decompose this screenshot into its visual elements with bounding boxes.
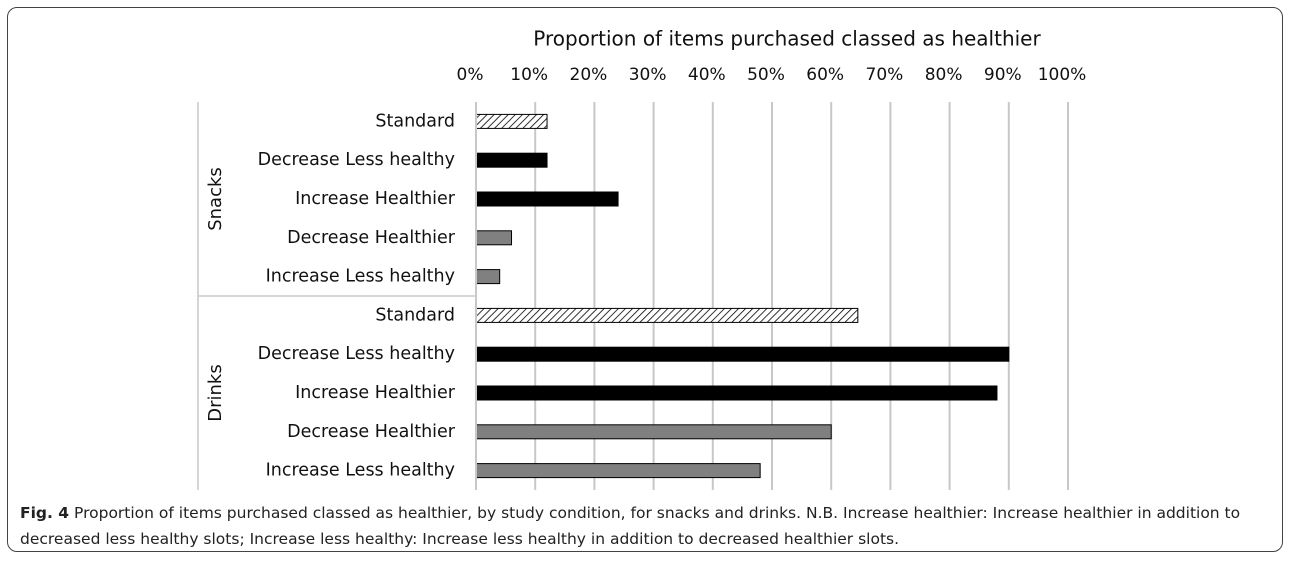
category-label: Increase Healthier (295, 383, 456, 403)
caption-label: Fig. 4 (20, 504, 70, 522)
x-tick-label: 40% (688, 65, 726, 85)
bar (475, 191, 619, 207)
x-tick-label: 90% (984, 65, 1022, 85)
x-tick-label: 60% (806, 65, 844, 85)
category-label: Decrease Healthier (287, 228, 456, 248)
chart: Proportion of items purchased classed as… (197, 27, 1087, 490)
caption: Fig. 4 Proportion of items purchased cla… (20, 500, 1260, 552)
category-label: Decrease Less healthy (258, 344, 455, 364)
axis-title: Proportion of items purchased classed as… (533, 27, 1041, 51)
x-tick-label: 100% (1038, 65, 1087, 85)
group-label: Snacks (205, 167, 226, 231)
category-label: Increase Less healthy (266, 461, 455, 481)
x-tick-label: 20% (570, 65, 608, 85)
bar (475, 463, 761, 479)
category-label: Decrease Less healthy (258, 150, 455, 170)
x-tick-label: 10% (510, 65, 548, 85)
bar (475, 307, 859, 323)
x-tick-label: 70% (866, 65, 904, 85)
category-label: Standard (375, 305, 455, 325)
bar (475, 346, 1010, 362)
bar (475, 385, 998, 401)
bar (475, 424, 832, 440)
group-label: Drinks (205, 364, 226, 421)
caption-text: Proportion of items purchased classed as… (20, 504, 1241, 548)
category-label: Decrease Healthier (287, 422, 456, 442)
x-tick-label: 80% (925, 65, 963, 85)
bar (475, 230, 513, 246)
category-label: Increase Healthier (295, 189, 456, 209)
bar (475, 152, 548, 168)
x-tick-label: 0% (457, 65, 484, 85)
category-label: Increase Less healthy (266, 267, 455, 287)
category-label: Standard (375, 111, 455, 131)
bar (475, 113, 548, 129)
bar (475, 269, 501, 285)
figure-frame (7, 7, 1283, 552)
x-tick-label: 50% (747, 65, 785, 85)
x-tick-label: 30% (629, 65, 667, 85)
